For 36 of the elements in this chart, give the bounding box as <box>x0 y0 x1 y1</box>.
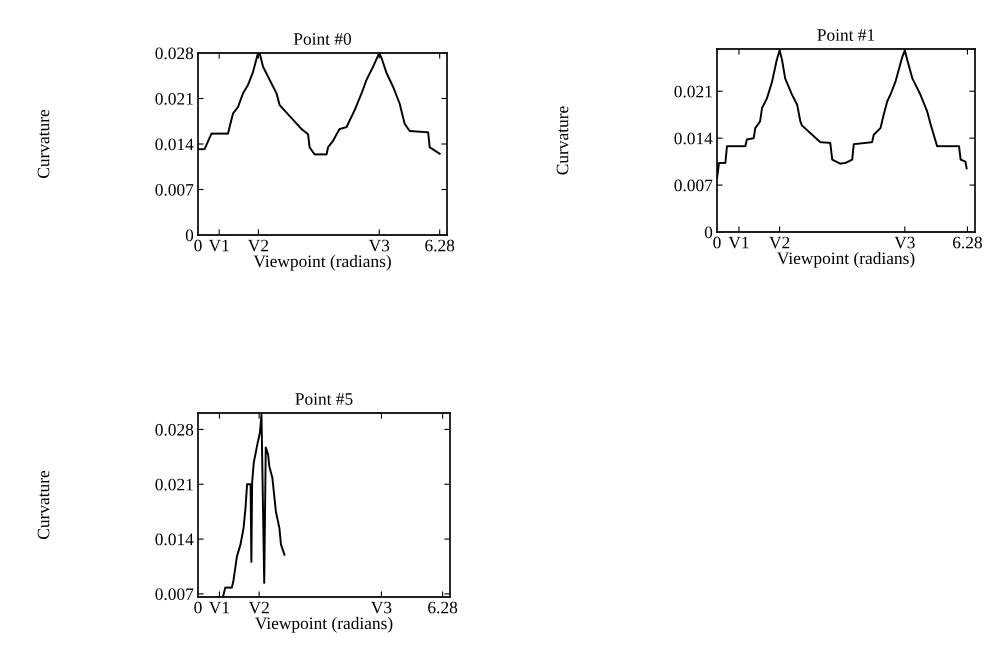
x-tick-label: V2 <box>769 236 790 248</box>
y-tick-label: 0.007 <box>674 180 712 192</box>
y-tick-label: 0.028 <box>155 47 194 60</box>
y-axis-title: Curvature <box>556 106 568 174</box>
y-tick-label: 0.007 <box>155 588 194 600</box>
x-tick-label: V2 <box>248 240 268 252</box>
y-tick-label: 0.007 <box>155 184 194 196</box>
y-tick-label: 0.028 <box>155 424 194 436</box>
y-tick-label: 0.021 <box>674 86 712 98</box>
x-tick-label: 6.28 <box>425 240 454 252</box>
x-tick-label: 0 <box>713 236 721 248</box>
x-axis-title: Viewpoint (radians) <box>254 254 391 271</box>
x-tick-label: V1 <box>209 602 229 614</box>
x-tick-label: V3 <box>371 602 392 614</box>
x-tick-label: 6.28 <box>952 236 982 248</box>
x-axis-title: Viewpoint (radians) <box>255 616 392 633</box>
x-tick-label: V1 <box>208 240 229 252</box>
chart-title: Point #5 <box>295 393 353 405</box>
x-tick-label: 0 <box>194 602 202 614</box>
x-tick-label: V1 <box>728 236 748 248</box>
y-tick-label: 0.014 <box>674 132 713 144</box>
x-tick-label: V2 <box>248 602 269 614</box>
x-tick-label: V3 <box>894 236 915 248</box>
y-axis-title: Curvature <box>38 470 50 539</box>
y-tick-label: 0.014 <box>155 138 194 150</box>
x-tick-label: V3 <box>368 240 390 252</box>
y-tick-label: 0 <box>704 226 712 238</box>
chart-title: Point #0 <box>294 33 352 45</box>
x-tick-label: 0 <box>194 240 202 252</box>
y-tick-label: 0.021 <box>155 92 193 105</box>
chart-title: Point #1 <box>817 29 874 41</box>
y-tick-label: 0.014 <box>155 534 194 546</box>
x-axis-title: Viewpoint (radians) <box>777 252 914 268</box>
y-axis-title: Curvature <box>38 110 50 178</box>
y-tick-label: 0.021 <box>155 478 193 491</box>
x-tick-label: 6.28 <box>428 602 458 614</box>
